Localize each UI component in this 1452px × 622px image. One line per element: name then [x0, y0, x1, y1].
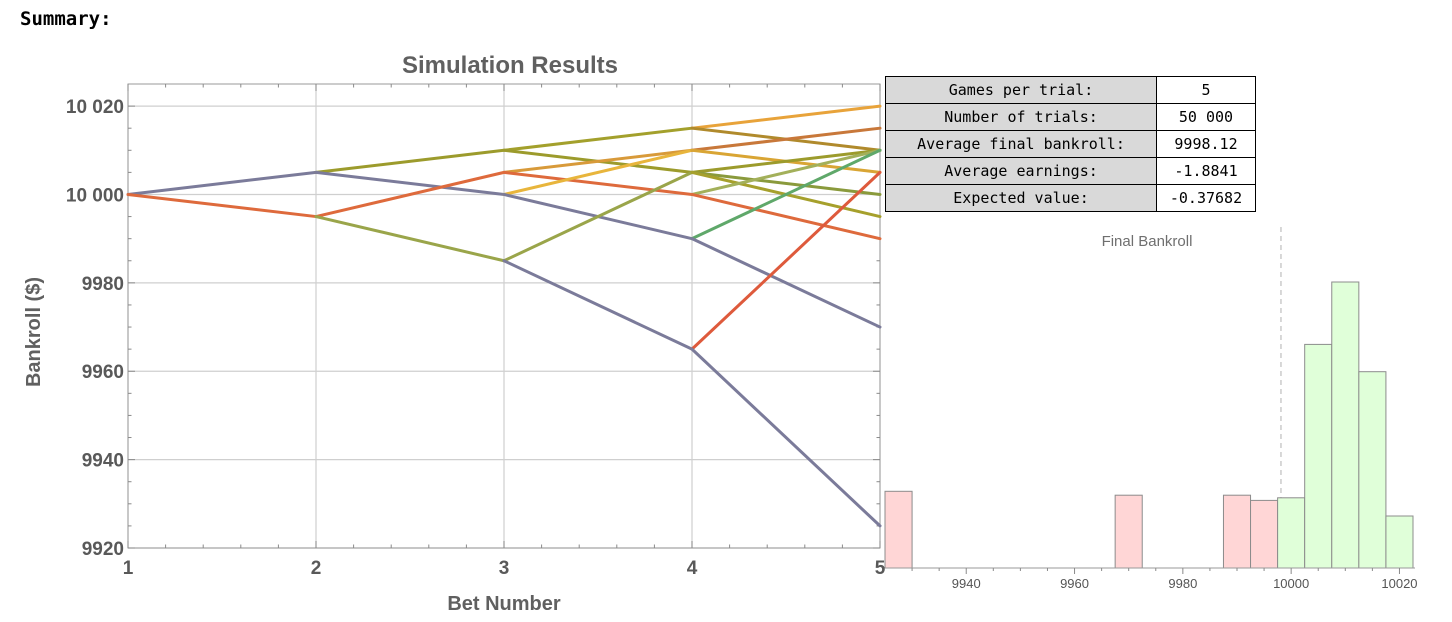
histogram-bar — [1358, 371, 1387, 569]
final-bankroll-histogram: Final Bankroll 9940 9960 9980 10000 10020 — [884, 227, 1418, 591]
tick-labels: 1 2 3 4 5 9920 9940 9960 9980 10 000 10 020 — [66, 97, 885, 579]
histogram-tick-label: 9960 — [1060, 576, 1089, 591]
trajectory-segment — [690, 148, 882, 241]
histogram-bars — [884, 281, 1414, 569]
table-row: Number of trials: 50 000 — [885, 103, 1256, 131]
stat-value: 9998.12 — [1156, 130, 1256, 158]
histogram-tick-label: 10020 — [1381, 576, 1417, 591]
histogram-tick-label: 9980 — [1168, 576, 1197, 591]
histogram-bar — [1331, 281, 1360, 569]
chart-title: Simulation Results — [402, 52, 618, 79]
histogram-tick-marks — [911, 568, 1400, 574]
trajectory-segment — [502, 170, 694, 196]
stat-label: Average final bankroll: — [885, 130, 1157, 158]
y-tick-label: 9920 — [82, 539, 124, 560]
table-row: Expected value: -0.37682 — [885, 184, 1256, 212]
histogram-tick-label: 9940 — [952, 576, 981, 591]
tick-marks — [127, 84, 881, 549]
trajectory-segment — [502, 170, 694, 263]
histogram-bar — [1250, 499, 1279, 569]
trajectory-segment — [502, 126, 694, 152]
trajectory-segment — [690, 237, 882, 329]
x-tick-label: 1 — [123, 558, 134, 579]
trajectory-segment — [690, 104, 882, 130]
trajectory-segment — [126, 170, 318, 196]
x-axis-label: Bet Number — [447, 593, 561, 615]
trajectory-segment — [690, 347, 882, 528]
x-tick-label: 2 — [311, 558, 322, 579]
y-tick-label: 9940 — [82, 451, 124, 472]
trajectory-segment — [314, 170, 506, 196]
stat-label: Number of trials: — [885, 103, 1157, 131]
trajectory-lines — [126, 104, 882, 528]
histogram-bar — [1222, 494, 1252, 569]
trajectory-segment — [502, 148, 694, 196]
table-row: Average earnings: -1.8841 — [885, 157, 1256, 185]
y-axis-label: Bankroll ($) — [23, 277, 45, 387]
histogram-bar — [884, 490, 913, 569]
histogram-tick-label: 10000 — [1273, 576, 1309, 591]
grid-lines — [127, 84, 881, 549]
trajectory-segment — [502, 259, 694, 351]
histogram-title: Final Bankroll — [1102, 233, 1193, 250]
summary-heading: Summary: — [20, 8, 112, 30]
stat-value: -0.37682 — [1156, 184, 1256, 212]
trajectory-segment — [690, 126, 882, 152]
simulation-results-chart: 1 2 3 4 5 9920 9940 9960 9980 10 000 10 020 Simula… — [23, 52, 885, 615]
histogram-tick-labels: 9940 9960 9980 10000 10020 — [952, 576, 1418, 591]
stat-label: Expected value: — [885, 184, 1157, 212]
x-tick-label: 3 — [499, 558, 510, 579]
x-tick-label: 4 — [687, 558, 698, 579]
histogram-bar — [1114, 494, 1143, 569]
trajectory-segment — [690, 170, 882, 351]
y-tick-label: 10 020 — [66, 97, 124, 118]
stat-label: Games per trial: — [885, 76, 1157, 104]
summary-stats-table: Games per trial: 5 Number of trials: 50 … — [885, 76, 1256, 212]
histogram-bar — [1277, 497, 1306, 569]
stat-value: 5 — [1156, 76, 1256, 104]
trajectory-segment — [690, 170, 882, 196]
stat-value: 50 000 — [1156, 103, 1256, 131]
trajectory-segment — [502, 148, 694, 174]
y-tick-label: 10 000 — [66, 185, 124, 206]
y-tick-label: 9980 — [82, 274, 124, 295]
y-tick-label: 9960 — [82, 362, 124, 383]
stat-label: Average earnings: — [885, 157, 1157, 185]
trajectory-segment — [314, 170, 506, 219]
trajectory-segment — [314, 148, 506, 174]
table-row: Average final bankroll: 9998.12 — [885, 130, 1256, 158]
table-row: Games per trial: 5 — [885, 76, 1256, 104]
trajectory-segment — [690, 148, 882, 196]
trajectory-segment — [126, 192, 318, 219]
x-tick-label: 5 — [875, 558, 885, 579]
trajectory-segment — [314, 215, 506, 263]
trajectory-segment — [690, 148, 882, 174]
stat-value: -1.8841 — [1156, 157, 1256, 185]
histogram-bar — [1304, 343, 1333, 569]
histogram-bar — [1385, 515, 1414, 569]
trajectory-segment — [690, 192, 882, 241]
